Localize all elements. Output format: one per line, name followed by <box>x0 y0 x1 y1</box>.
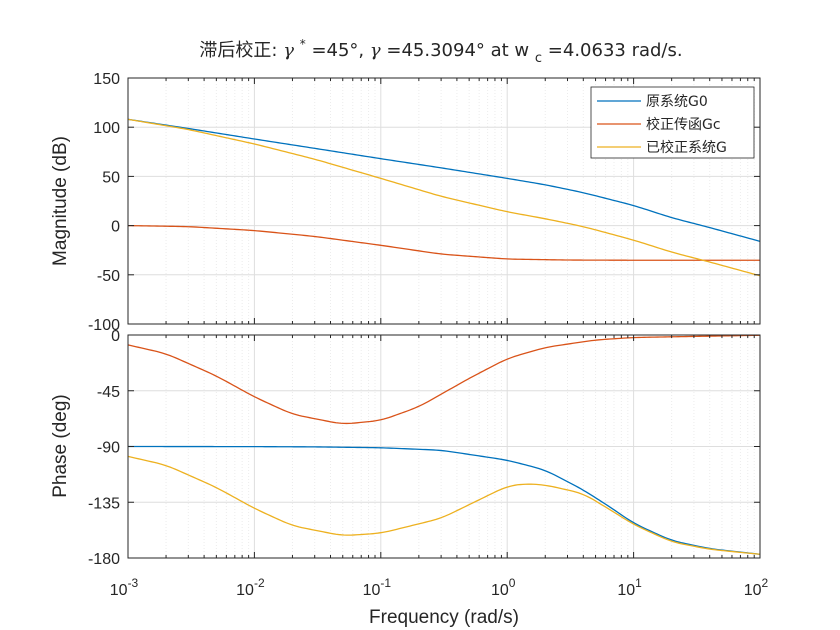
magnitude-ytick-label: 100 <box>93 120 120 137</box>
magnitude-line-g <box>127 118 761 277</box>
title-gamma-symbol: γ <box>370 40 381 61</box>
phase-ytick-label: -90 <box>97 440 120 457</box>
xtick-label: 101 <box>617 576 642 599</box>
magnitude-ytick-label: 50 <box>102 169 120 186</box>
frequency-ticks: 10-3 10-2 10-1 100 101 102 <box>110 78 769 599</box>
title-gamma-star-symbol: γ <box>283 40 294 61</box>
xtick-label: 102 <box>744 576 769 599</box>
magnitude-axes-box <box>127 77 761 325</box>
phase-line-gc <box>127 334 761 425</box>
legend: 原系统G0 校正传函Gc 已校正系统G <box>590 86 755 159</box>
magnitude-lines <box>127 118 761 277</box>
magnitude-ylabel: Magnitude (dB) <box>50 136 71 266</box>
title-star: * <box>300 37 306 51</box>
phase-ytick-label: -135 <box>88 495 120 512</box>
phase-ytick-label: -180 <box>88 551 120 568</box>
xtick-label: 10-3 <box>110 576 139 599</box>
xtick-label: 10-1 <box>363 576 392 599</box>
legend-label-g0: 原系统G0 <box>646 94 708 110</box>
magnitude-line-gc <box>127 224 760 261</box>
magnitude-ytick-label: -50 <box>97 268 120 285</box>
magnitude-panel: -100 -50 0 50 100 150 Magnitude (dB) 原系统G0 校正… <box>50 71 761 334</box>
phase-line-g <box>127 455 761 555</box>
phase-ylabel: Phase (deg) <box>50 394 71 498</box>
chart-title: 滞后校正: γ * =45°, γ =45.3094° at w c =4.06… <box>199 32 682 67</box>
phase-lines <box>127 334 761 555</box>
title-wc-subscript: c <box>535 51 542 66</box>
title-gamma-star-value: =45°, <box>311 40 369 61</box>
legend-label-g: 已校正系统G <box>646 139 727 156</box>
magnitude-ticks: -100 -50 0 50 100 150 <box>88 71 760 334</box>
title-gamma-value: =45.3094° at w <box>386 40 529 61</box>
magnitude-line-g0 <box>127 118 761 242</box>
legend-label-gc: 校正传函Gc <box>646 116 721 133</box>
xtick-label: 10-2 <box>236 576 265 599</box>
magnitude-ytick-label: -100 <box>88 317 120 334</box>
title-wc-value: =4.0633 rad/s. <box>548 40 683 61</box>
magnitude-ytick-label: 150 <box>93 71 120 88</box>
phase-panel: -180 -135 -90 -45 0 10-3 10-2 10-1 100 101 102 Ph… <box>50 78 769 628</box>
magnitude-ytick-label: 0 <box>111 219 120 236</box>
frequency-xlabel: Frequency (rad/s) <box>369 607 519 628</box>
phase-ytick-label: -45 <box>97 384 120 401</box>
xtick-label: 100 <box>491 576 516 599</box>
title-prefix: 滞后校正: <box>199 40 283 61</box>
phase-ticks: -180 -135 -90 -45 0 <box>88 328 760 568</box>
legend-box <box>590 86 755 159</box>
phase-ytick-label: 0 <box>111 328 120 345</box>
phase-line-g0 <box>128 445 761 555</box>
